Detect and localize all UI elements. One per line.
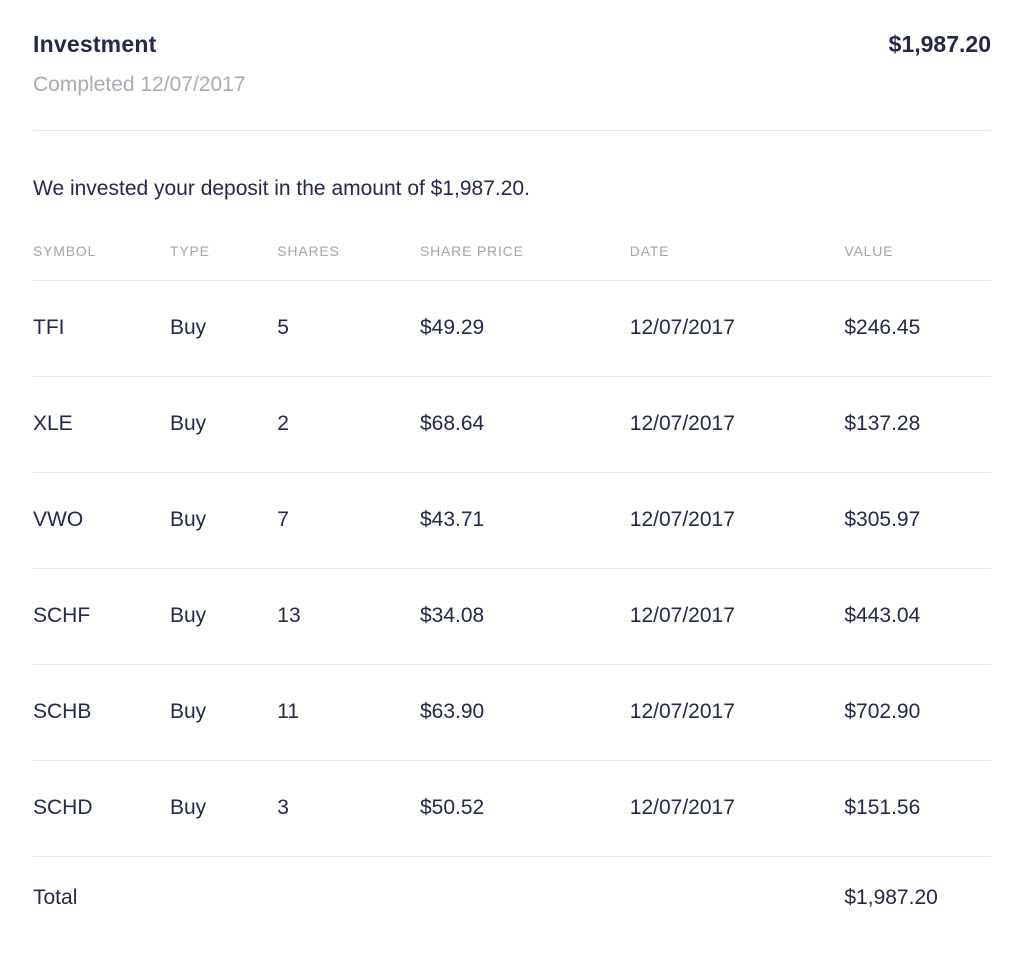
cell-value: $137.28 (844, 376, 991, 473)
column-header-date: DATE (629, 243, 845, 281)
cell-value: $246.45 (844, 280, 991, 377)
cell-value: $443.04 (844, 568, 991, 665)
cell-symbol: VWO (33, 472, 170, 569)
cell-value: $151.56 (844, 760, 991, 857)
cell-share-price: $68.64 (420, 376, 630, 473)
total-label: Total (33, 886, 78, 909)
cell-date: 12/07/2017 (629, 664, 845, 761)
cell-share-price: $34.08 (420, 568, 630, 665)
table-row: XLE Buy 2 $68.64 12/07/2017 $137.28 (33, 376, 991, 473)
cell-shares: 11 (277, 664, 420, 761)
cell-type: Buy (169, 760, 278, 857)
total-value: $1,987.20 (844, 886, 938, 909)
table-row: VWO Buy 7 $43.71 12/07/2017 $305.97 (33, 472, 991, 569)
cell-symbol: SCHF (33, 568, 170, 665)
cell-type: Buy (169, 568, 278, 665)
cell-date: 12/07/2017 (629, 280, 845, 377)
table-row: SCHF Buy 13 $34.08 12/07/2017 $443.04 (33, 568, 991, 665)
cell-type: Buy (169, 280, 278, 377)
cell-value: $702.90 (844, 664, 991, 761)
cell-shares: 3 (277, 760, 420, 857)
cell-symbol: SCHB (33, 664, 170, 761)
table-row: SCHB Buy 11 $63.90 12/07/2017 $702.90 (33, 664, 991, 761)
cell-symbol: SCHD (33, 760, 170, 857)
cell-shares: 7 (277, 472, 420, 569)
column-header-shares: SHARES (277, 243, 420, 281)
cell-share-price: $50.52 (420, 760, 630, 857)
cell-shares: 2 (277, 376, 420, 473)
column-header-type: TYPE (169, 243, 278, 281)
column-header-share-price: SHARE PRICE (420, 243, 630, 281)
cell-share-price: $63.90 (420, 664, 630, 761)
total-row: Total $1,987.20 (33, 857, 991, 943)
cell-symbol: XLE (33, 376, 170, 473)
cell-shares: 5 (277, 280, 420, 377)
table-row: SCHD Buy 3 $50.52 12/07/2017 $151.56 (33, 760, 991, 857)
transaction-status: Completed 12/07/2017 (33, 73, 246, 96)
transaction-description: We invested your deposit in the amount o… (33, 177, 530, 200)
table-header-row: SYMBOL TYPE SHARES SHARE PRICE DATE VALU… (33, 243, 991, 281)
cell-date: 12/07/2017 (629, 568, 845, 665)
transaction-header: Investment $1,987.20 (33, 0, 991, 58)
cell-date: 12/07/2017 (629, 472, 845, 569)
cell-share-price: $49.29 (420, 280, 630, 377)
cell-type: Buy (169, 472, 278, 569)
cell-date: 12/07/2017 (629, 376, 845, 473)
cell-symbol: TFI (33, 280, 170, 377)
column-header-symbol: SYMBOL (33, 243, 170, 281)
cell-date: 12/07/2017 (629, 760, 845, 857)
trades-table: SYMBOL TYPE SHARES SHARE PRICE DATE VALU… (33, 243, 991, 942)
cell-value: $305.97 (844, 472, 991, 569)
page-title: Investment (33, 31, 157, 57)
cell-shares: 13 (277, 568, 420, 665)
cell-type: Buy (169, 376, 278, 473)
cell-type: Buy (169, 664, 278, 761)
divider (33, 130, 991, 131)
table-row: TFI Buy 5 $49.29 12/07/2017 $246.45 (33, 280, 991, 377)
transaction-amount: $1,987.20 (888, 31, 991, 57)
column-header-value: VALUE (844, 243, 991, 281)
cell-share-price: $43.71 (420, 472, 630, 569)
